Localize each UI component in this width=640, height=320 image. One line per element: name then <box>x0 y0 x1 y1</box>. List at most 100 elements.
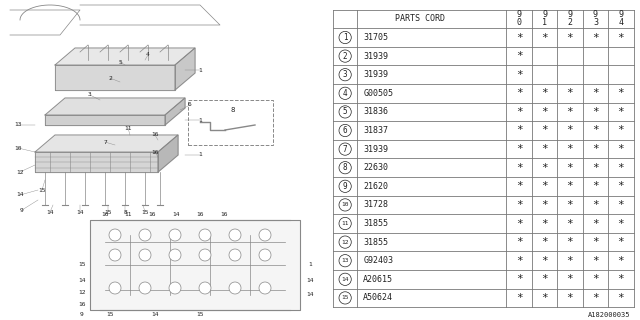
Text: *: * <box>541 125 548 135</box>
Circle shape <box>199 229 211 241</box>
Circle shape <box>339 143 351 155</box>
Bar <box>90 220 300 310</box>
Text: 31855: 31855 <box>364 219 388 228</box>
Text: 9: 9 <box>343 182 348 191</box>
Text: 6: 6 <box>188 102 192 108</box>
Text: *: * <box>592 237 599 247</box>
Text: 16: 16 <box>148 212 156 218</box>
Bar <box>188 100 273 145</box>
Text: 9
1: 9 1 <box>542 11 547 28</box>
Text: *: * <box>566 33 573 43</box>
Text: *: * <box>592 33 599 43</box>
Text: 10: 10 <box>341 202 349 207</box>
Text: *: * <box>516 200 522 210</box>
Text: *: * <box>516 107 522 117</box>
Text: *: * <box>618 293 624 303</box>
Text: 14: 14 <box>16 193 24 197</box>
Text: *: * <box>516 70 522 80</box>
Circle shape <box>339 31 351 44</box>
Circle shape <box>339 199 351 211</box>
Text: *: * <box>516 163 522 173</box>
Text: 10: 10 <box>14 146 22 150</box>
Text: *: * <box>566 219 573 228</box>
Text: 14: 14 <box>151 313 159 317</box>
Text: A182000035: A182000035 <box>588 312 630 318</box>
Text: *: * <box>541 107 548 117</box>
Text: 1: 1 <box>343 33 348 42</box>
Polygon shape <box>165 98 185 125</box>
Circle shape <box>199 249 211 261</box>
Text: 14: 14 <box>307 292 314 298</box>
Circle shape <box>109 282 121 294</box>
Text: 16: 16 <box>78 302 86 308</box>
Text: *: * <box>541 219 548 228</box>
Text: A50624: A50624 <box>364 293 393 302</box>
Text: *: * <box>592 107 599 117</box>
Text: *: * <box>592 163 599 173</box>
Text: *: * <box>516 274 522 284</box>
Text: 1: 1 <box>198 68 202 73</box>
Text: 31837: 31837 <box>364 126 388 135</box>
Text: 15: 15 <box>196 313 204 317</box>
Circle shape <box>109 229 121 241</box>
Polygon shape <box>35 135 178 152</box>
Text: *: * <box>592 144 599 154</box>
Text: 6: 6 <box>343 126 348 135</box>
Text: *: * <box>618 125 624 135</box>
Circle shape <box>259 249 271 261</box>
Text: *: * <box>516 144 522 154</box>
Polygon shape <box>158 135 178 172</box>
Circle shape <box>259 282 271 294</box>
Circle shape <box>339 255 351 267</box>
Text: 9
2: 9 2 <box>568 11 573 28</box>
Text: *: * <box>541 181 548 191</box>
Circle shape <box>139 249 151 261</box>
Circle shape <box>339 50 351 62</box>
Text: *: * <box>618 88 624 98</box>
Text: 31939: 31939 <box>364 70 388 79</box>
Text: 8: 8 <box>231 107 236 113</box>
Text: 7: 7 <box>343 145 348 154</box>
Text: 11: 11 <box>124 125 132 131</box>
Text: *: * <box>566 107 573 117</box>
Text: *: * <box>566 256 573 266</box>
Circle shape <box>339 106 351 118</box>
Text: *: * <box>516 125 522 135</box>
Text: 16: 16 <box>151 132 159 138</box>
Text: *: * <box>516 237 522 247</box>
Polygon shape <box>55 48 195 65</box>
Text: 16: 16 <box>196 212 204 218</box>
Text: 14: 14 <box>341 277 349 282</box>
Text: *: * <box>592 256 599 266</box>
Text: *: * <box>566 144 573 154</box>
Circle shape <box>229 229 241 241</box>
Text: 31939: 31939 <box>364 52 388 60</box>
Text: 11: 11 <box>341 221 349 226</box>
Text: 5: 5 <box>118 60 122 65</box>
Text: 1: 1 <box>198 153 202 157</box>
Circle shape <box>139 282 151 294</box>
Text: *: * <box>516 33 522 43</box>
Text: *: * <box>618 144 624 154</box>
Circle shape <box>339 162 351 174</box>
Text: 2: 2 <box>108 76 112 81</box>
Text: *: * <box>566 293 573 303</box>
Circle shape <box>229 282 241 294</box>
Text: 12: 12 <box>78 290 86 294</box>
Polygon shape <box>55 65 175 90</box>
Circle shape <box>339 292 351 304</box>
Text: 13: 13 <box>341 258 349 263</box>
Text: *: * <box>516 51 522 61</box>
Text: *: * <box>592 274 599 284</box>
Text: 4: 4 <box>343 89 348 98</box>
Text: 15: 15 <box>141 210 148 214</box>
Circle shape <box>169 249 181 261</box>
Text: 31705: 31705 <box>364 33 388 42</box>
Circle shape <box>259 229 271 241</box>
Text: 15: 15 <box>341 295 349 300</box>
Text: 1: 1 <box>308 262 312 268</box>
Polygon shape <box>45 115 165 125</box>
Text: *: * <box>566 163 573 173</box>
Circle shape <box>339 236 351 248</box>
Text: *: * <box>592 125 599 135</box>
